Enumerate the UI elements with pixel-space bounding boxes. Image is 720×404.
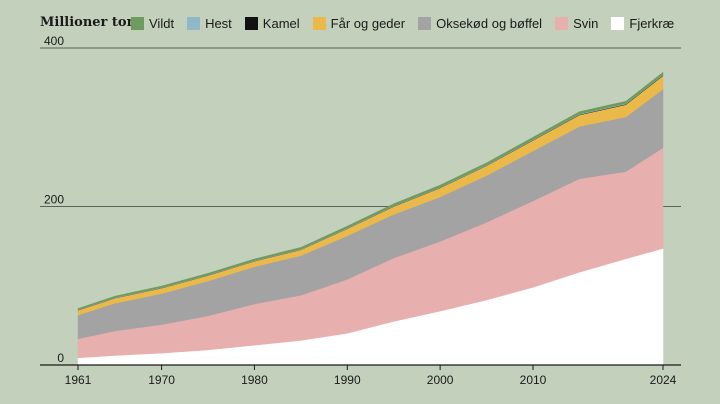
legend-item-kamel: Kamel <box>244 16 300 31</box>
x-tick-label-1990: 1990 <box>334 373 361 387</box>
x-tick-labels: 1961 1970 1980 1990 2000 2010 2024 <box>65 365 677 387</box>
legend-label: Oksekød og bøffel <box>436 16 543 31</box>
legend-swatch <box>187 17 201 30</box>
legend-item-vildt: Vildt <box>131 16 174 31</box>
legend: Vildt Hest Kamel Får og geder Oksekød og bøf… <box>131 16 674 31</box>
legend-item-fjerkrae: Fjerkræ <box>611 16 674 31</box>
legend-item-faar-og-geder: Får og geder <box>312 16 406 31</box>
x-tick-label-1961: 1961 <box>65 373 92 387</box>
legend-swatch <box>611 17 625 30</box>
legend-item-svin: Svin <box>555 16 598 31</box>
legend-label: Fjerkræ <box>629 16 675 31</box>
legend-label: Hest <box>205 16 232 31</box>
y-tick-labels: 0 200 400 <box>44 34 64 365</box>
x-tick-label-2024: 2024 <box>650 373 677 387</box>
stacked-areas <box>77 71 664 366</box>
area-vildt <box>77 71 664 311</box>
x-tick-label-1980: 1980 <box>241 373 268 387</box>
y-tick-label-0: 0 <box>57 351 64 365</box>
legend-label: Får og geder <box>330 16 406 31</box>
x-tick-label-2000: 2000 <box>427 373 454 387</box>
y-tick-label-200: 200 <box>44 193 64 207</box>
legend-label: Vildt <box>149 16 175 31</box>
legend-swatch <box>418 17 432 30</box>
legend-swatch <box>555 17 569 30</box>
legend-swatch <box>312 17 326 30</box>
x-tick-label-2010: 2010 <box>520 373 547 387</box>
x-tick-label-1970: 1970 <box>148 373 175 387</box>
legend-item-hest: Hest <box>187 16 232 31</box>
legend-item-oksekoed-og-boeffel: Oksekød og bøffel <box>418 16 542 31</box>
y-tick-label-400: 400 <box>44 34 64 48</box>
legend-swatch <box>244 17 258 30</box>
y-axis-title: Millioner ton <box>40 15 137 30</box>
legend-label: Kamel <box>262 16 300 31</box>
legend-label: Svin <box>573 16 599 31</box>
legend-swatch <box>131 17 144 30</box>
